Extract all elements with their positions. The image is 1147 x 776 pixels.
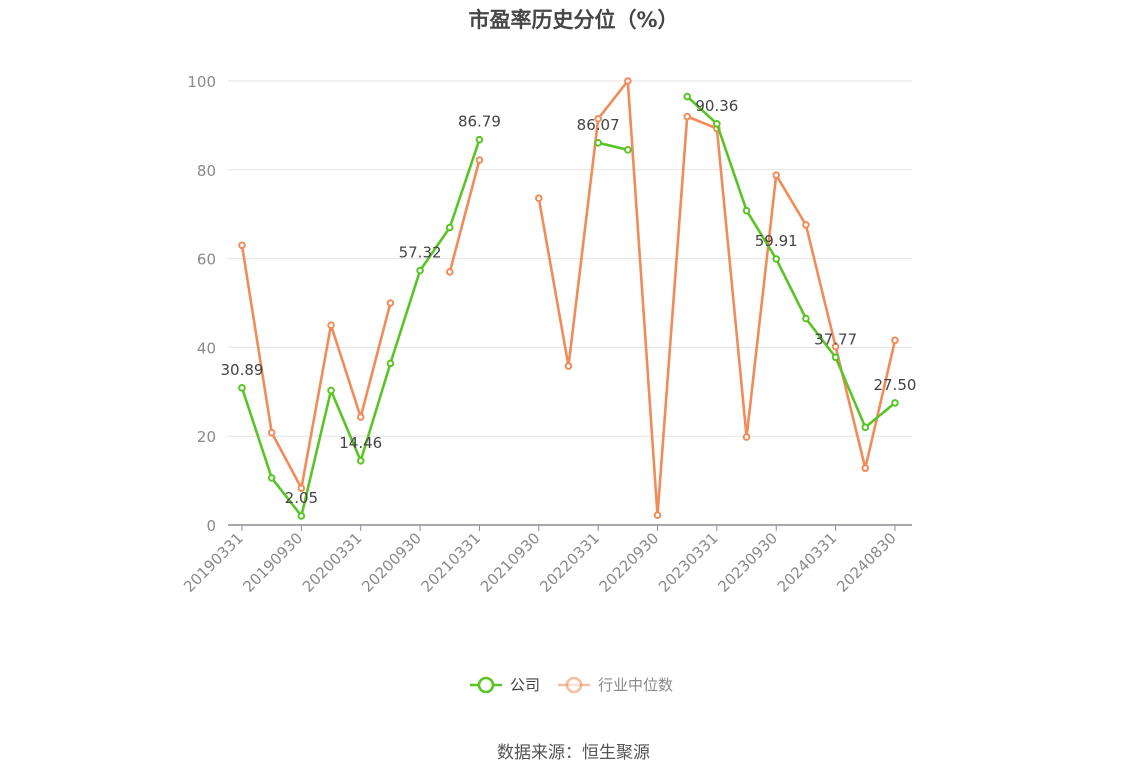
series-line [448,159,481,273]
x-tick-label: 20230930 [714,529,781,596]
legend-label: 行业中位数 [598,676,673,694]
data-point [475,156,484,164]
data-point [742,206,751,215]
data-point [327,386,335,395]
series-company [238,92,899,520]
data-point [297,512,306,520]
y-tick-label: 0 [206,517,216,535]
data-point [416,266,424,275]
data-point [653,511,662,520]
x-tick-label: 20240830 [833,529,900,596]
y-tick-label: 40 [197,339,216,357]
x-tick-label: 20240331 [774,529,841,596]
series-line [686,95,896,429]
data-label: 86.79 [458,113,501,131]
data-point [594,114,602,123]
data-label: 27.50 [873,376,916,394]
legend[interactable]: 公司 行业中位数 [470,676,673,694]
data-point [831,342,840,351]
data-point [386,359,395,368]
data-point [535,194,543,203]
series-industry-median [238,77,899,520]
data-point [327,321,335,330]
x-axis-labels: 2019033120190930202003312020093020210331… [180,529,900,596]
data-label: 57.32 [399,243,442,261]
data-point [267,428,276,437]
data-point [564,362,573,370]
grid-lines [228,80,912,437]
data-point [445,223,454,232]
series-lines [238,77,899,520]
y-tick-label: 80 [197,162,216,180]
legend-label: 公司 [510,676,540,694]
x-tick-label: 20200331 [299,529,366,596]
x-tick-label: 20210930 [477,529,544,596]
data-point [267,474,276,482]
data-point [772,255,781,263]
data-label: 59.91 [755,232,798,250]
data-label: 2.05 [285,489,318,507]
data-labels: 30.89 2.05 14.46 57.32 86.79 86.07 90.36 59.91 3… [221,97,917,507]
x-axis [228,524,912,531]
data-point [475,135,484,144]
x-tick-label: 20230331 [655,529,722,596]
data-point [891,336,899,345]
data-point [624,77,632,85]
data-point [356,456,365,465]
y-axis-labels: 0 20 40 60 80 100 [187,73,216,535]
data-point [297,484,306,492]
data-point [683,92,692,101]
data-point [891,399,899,407]
x-tick-label: 20220331 [536,529,603,596]
legend-item[interactable]: 行业中位数 [558,676,673,694]
x-tick-label: 20220930 [596,529,663,596]
data-point [713,120,721,128]
data-label: 90.36 [695,97,738,115]
series-line [537,79,897,517]
data-point [772,171,781,179]
data-point [238,384,246,392]
series-line [240,245,392,490]
data-label: 30.89 [221,361,264,379]
data-point [356,413,365,421]
x-tick-label: 20200930 [358,529,425,596]
y-tick-label: 100 [187,73,216,91]
y-tick-label: 20 [197,428,216,446]
data-point [624,146,632,154]
legend-marker [565,676,583,694]
data-point [445,268,454,276]
legend-marker [477,676,495,694]
data-label: 14.46 [339,434,382,452]
data-point [386,299,395,307]
x-tick-label: 20190331 [180,529,247,596]
data-point [742,433,751,441]
data-label: 86.07 [577,116,620,134]
x-tick-label: 20210331 [418,529,485,596]
x-tick-label: 20190930 [239,529,306,596]
data-point [802,314,810,323]
data-point [802,221,810,229]
data-point [861,423,870,432]
data-point [683,112,692,121]
series-line [597,141,629,152]
data-source-note: 数据来源：恒生聚源 [497,743,650,763]
data-point [594,139,602,147]
data-point [238,241,246,250]
legend-item[interactable]: 公司 [470,676,540,694]
data-point [831,353,840,362]
y-tick-label: 60 [197,251,216,269]
data-label: 37.77 [814,330,857,348]
data-point [861,464,870,472]
chart-title: 市盈率历史分位（%） [468,8,679,32]
